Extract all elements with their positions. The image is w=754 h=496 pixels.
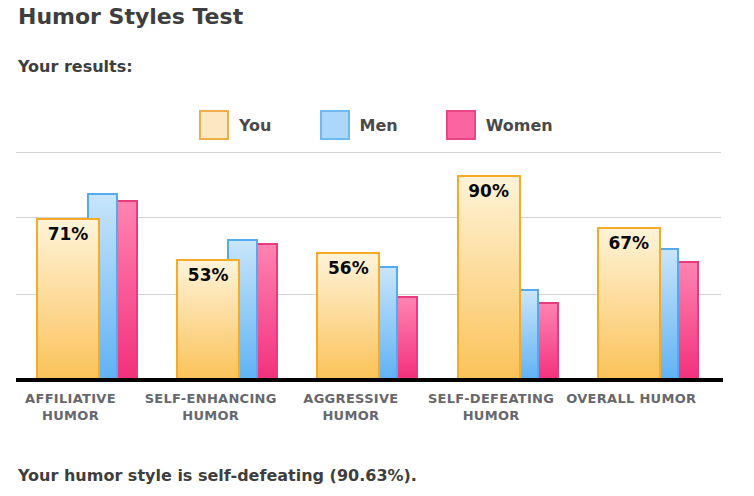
conclusion-text: Your humor style is self-defeating (90.6… (18, 466, 417, 485)
legend-label-men: Men (360, 116, 398, 135)
bar-chart-plot-area: 71% 53% 56% 90% 67% (16, 152, 721, 380)
x-axis-label-affiliative-humor: AFFILIATIVE HUMOR (0, 390, 143, 424)
legend-swatch-you (199, 110, 229, 140)
legend-item-men: Men (320, 110, 398, 140)
legend-label-you: You (239, 116, 272, 135)
legend-item-women: Women (446, 110, 553, 140)
bar-group-aggressive-humor: 56% (316, 152, 418, 380)
bar-you-affiliative-humor: 71% (36, 218, 100, 380)
x-axis-label-aggressive-humor: AGGRESSIVE HUMOR (278, 390, 423, 424)
legend-item-you: You (199, 110, 272, 140)
humor-styles-results-page: Humor Styles Test Your results: You Men … (0, 0, 754, 496)
bar-value-label-affiliative-humor: 71% (38, 220, 98, 244)
legend-label-women: Women (486, 116, 553, 135)
x-axis-label-self-defeating-humor: SELF-DEFEATING HUMOR (419, 390, 564, 424)
bar-group-overall-humor: 67% (597, 152, 699, 380)
bar-value-label-aggressive-humor: 56% (318, 254, 378, 278)
legend-swatch-men (320, 110, 350, 140)
bar-group-affiliative-humor: 71% (36, 152, 138, 380)
legend-swatch-women (446, 110, 476, 140)
bar-group-self-enhancing-humor: 53% (176, 152, 278, 380)
x-axis-label-self-enhancing-humor: SELF-ENHANCING HUMOR (138, 390, 283, 424)
bar-value-label-overall-humor: 67% (599, 229, 659, 253)
x-axis-baseline (16, 378, 723, 382)
bar-group-self-defeating-humor: 90% (457, 152, 559, 380)
chart-legend: You Men Women (199, 110, 553, 140)
bar-you-aggressive-humor: 56% (316, 252, 380, 380)
bar-you-self-defeating-humor: 90% (457, 175, 521, 380)
bar-value-label-self-defeating-humor: 90% (459, 177, 519, 201)
x-axis-label-overall-humor: OVERALL HUMOR (559, 390, 704, 407)
bar-you-overall-humor: 67% (597, 227, 661, 380)
bar-you-self-enhancing-humor: 53% (176, 259, 240, 380)
results-heading: Your results: (18, 57, 133, 76)
bar-value-label-self-enhancing-humor: 53% (178, 261, 238, 285)
page-title: Humor Styles Test (18, 4, 243, 29)
